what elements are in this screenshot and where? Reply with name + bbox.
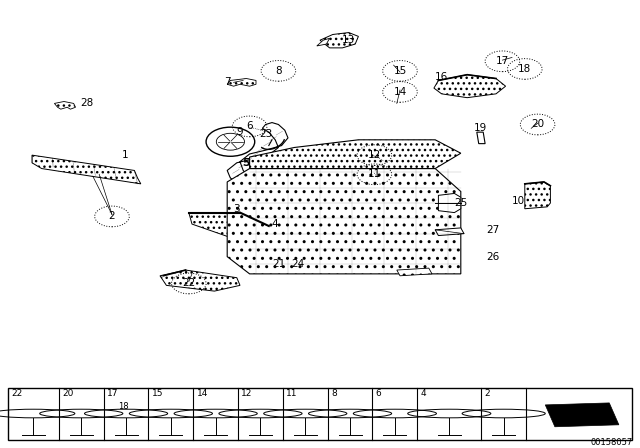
Polygon shape [32, 155, 141, 184]
Polygon shape [434, 75, 506, 98]
Text: 8: 8 [275, 66, 282, 76]
Text: 6: 6 [246, 121, 253, 131]
PathPatch shape [227, 123, 288, 181]
Polygon shape [54, 102, 76, 109]
Text: 2: 2 [484, 389, 490, 398]
Text: 2: 2 [109, 211, 115, 221]
Polygon shape [320, 33, 358, 48]
Text: 11: 11 [368, 169, 381, 179]
Circle shape [206, 127, 255, 156]
Text: 20: 20 [531, 120, 544, 129]
Text: 00158057: 00158057 [590, 438, 632, 448]
Polygon shape [397, 268, 432, 276]
Text: 15: 15 [394, 66, 406, 76]
Text: 13: 13 [342, 35, 355, 45]
Text: 18: 18 [518, 64, 531, 74]
Polygon shape [160, 270, 240, 291]
Polygon shape [227, 168, 461, 274]
Text: 27: 27 [486, 225, 499, 235]
Text: 5: 5 [243, 158, 250, 168]
Polygon shape [227, 78, 256, 86]
Text: 24: 24 [291, 259, 304, 269]
Text: 9: 9 [237, 127, 243, 137]
Polygon shape [545, 403, 619, 427]
Text: 25: 25 [454, 198, 467, 208]
Polygon shape [189, 213, 269, 237]
Text: 20: 20 [62, 389, 74, 398]
Text: 15: 15 [152, 389, 163, 398]
Text: 4: 4 [420, 389, 426, 398]
Text: 26: 26 [486, 252, 499, 262]
Polygon shape [250, 140, 461, 168]
Text: 18: 18 [118, 401, 129, 410]
Text: 16: 16 [435, 72, 448, 82]
Text: 23: 23 [259, 129, 272, 139]
Text: 8: 8 [331, 389, 337, 398]
Text: 28: 28 [80, 99, 93, 108]
Text: 22: 22 [182, 279, 195, 289]
Text: 22: 22 [11, 389, 22, 398]
Text: 4: 4 [272, 219, 278, 229]
Text: 3: 3 [234, 204, 240, 214]
Polygon shape [438, 194, 461, 213]
Text: 17: 17 [107, 389, 118, 398]
Text: 10: 10 [512, 196, 525, 206]
Text: 12: 12 [241, 389, 253, 398]
Text: 17: 17 [496, 56, 509, 66]
Text: 12: 12 [368, 150, 381, 160]
Text: 14: 14 [196, 389, 208, 398]
Text: 19: 19 [474, 123, 486, 134]
Text: 6: 6 [376, 389, 381, 398]
Bar [8, 388, 632, 440]
Polygon shape [525, 182, 550, 209]
Polygon shape [435, 228, 464, 236]
Text: 7: 7 [224, 78, 230, 87]
Polygon shape [477, 132, 485, 144]
Text: 14: 14 [394, 87, 406, 97]
Polygon shape [317, 38, 330, 46]
Text: 11: 11 [286, 389, 298, 398]
Text: 21: 21 [272, 259, 285, 269]
Text: 1: 1 [122, 150, 128, 160]
